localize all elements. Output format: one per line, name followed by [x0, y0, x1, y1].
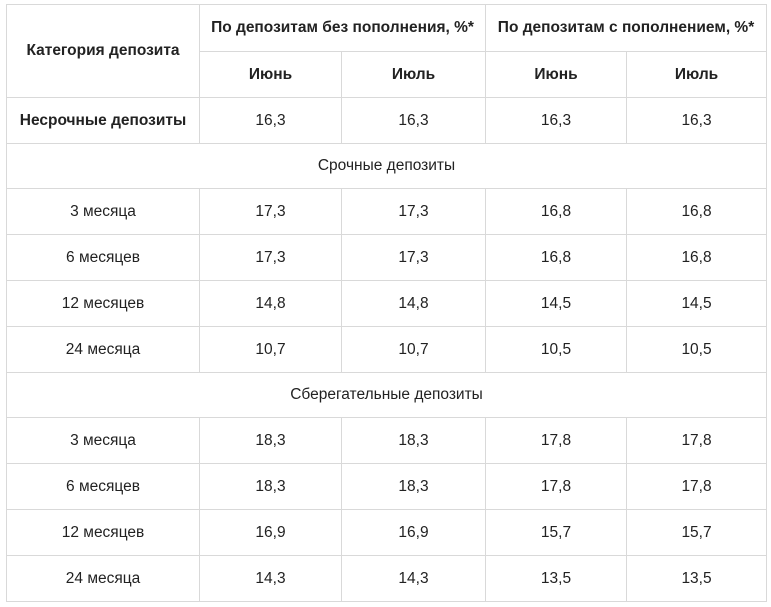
rate-cell: 16,8: [626, 234, 768, 281]
header-row-groups: Категория депозита По депозитам без попо…: [6, 4, 768, 98]
rate-cell: 16,3: [340, 97, 487, 144]
rate-cell: 14,5: [485, 280, 628, 327]
rate-cell: 15,7: [626, 509, 768, 556]
rate-cell: 16,8: [485, 188, 628, 235]
row-label: 24 месяца: [6, 555, 200, 602]
section-row-term: Срочные депозиты: [5, 143, 768, 189]
rate-cell: 18,3: [340, 463, 487, 510]
rate-cell: 16,9: [340, 509, 487, 556]
row-label: 12 месяцев: [6, 280, 200, 327]
rate-cell: 16,3: [199, 97, 342, 144]
rate-cell: 15,7: [485, 509, 628, 556]
row-label: 3 месяца: [6, 188, 200, 235]
row-label: 6 месяцев: [6, 234, 200, 281]
row-label: Несрочные депозиты: [6, 97, 200, 144]
rate-cell: 18,3: [199, 417, 342, 464]
table-row: 12 месяцев 16,9 16,9 15,7 15,7: [6, 509, 768, 556]
rate-cell: 17,8: [485, 463, 628, 510]
row-label: 6 месяцев: [6, 463, 200, 510]
rate-cell: 17,3: [199, 234, 342, 281]
table-row: 24 месяца 14,3 14,3 13,5 13,5: [6, 555, 768, 602]
rate-cell: 17,8: [626, 417, 768, 464]
rate-cell: 14,8: [199, 280, 342, 327]
row-label: 24 месяца: [6, 326, 200, 373]
table-row: 12 месяцев 14,8 14,8 14,5 14,5: [6, 280, 768, 327]
rate-cell: 18,3: [340, 417, 487, 464]
header-row-months: Июнь Июль Июнь Июль: [7, 51, 768, 98]
rate-cell: 16,8: [485, 234, 628, 281]
deposit-rates-table: Категория депозита По депозитам без попо…: [5, 4, 768, 602]
header-group-topup: По депозитам с пополнением, %*: [485, 4, 768, 52]
rate-cell: 13,5: [485, 555, 628, 602]
row-label: 12 месяцев: [6, 509, 200, 556]
header-group-no-topup: По депозитам без пополнения, %*: [198, 4, 487, 52]
rate-cell: 16,3: [485, 97, 628, 144]
section-title: Срочные депозиты: [5, 143, 768, 189]
rate-cell: 14,5: [626, 280, 768, 327]
header-category: Категория депозита: [6, 4, 200, 98]
rate-cell: 10,7: [199, 326, 342, 373]
header-month: Июль: [626, 51, 768, 98]
section-title: Сберегательные депозиты: [5, 372, 768, 418]
rate-cell: 10,7: [340, 326, 487, 373]
header-month: Июнь: [199, 51, 342, 98]
rate-cell: 13,5: [626, 555, 768, 602]
table-row: 6 месяцев 18,3 18,3 17,8 17,8: [6, 463, 768, 510]
table-row-nonterm: Несрочные депозиты 16,3 16,3 16,3 16,3: [6, 97, 768, 144]
rate-cell: 16,3: [626, 97, 768, 144]
rate-cell: 17,3: [340, 234, 487, 281]
rate-cell: 17,8: [485, 417, 628, 464]
table-row: 24 месяца 10,7 10,7 10,5 10,5: [6, 326, 768, 373]
table-row: 3 месяца 17,3 17,3 16,8 16,8: [6, 188, 768, 235]
rate-cell: 14,3: [340, 555, 487, 602]
table-row: 3 месяца 18,3 18,3 17,8 17,8: [6, 417, 768, 464]
rate-cell: 16,9: [199, 509, 342, 556]
row-label: 3 месяца: [6, 417, 200, 464]
rate-cell: 18,3: [199, 463, 342, 510]
rate-cell: 10,5: [485, 326, 628, 373]
rate-cell: 17,3: [199, 188, 342, 235]
rate-cell: 17,3: [340, 188, 487, 235]
rate-cell: 17,8: [626, 463, 768, 510]
section-row-savings: Сберегательные депозиты: [5, 372, 768, 418]
rate-cell: 14,3: [199, 555, 342, 602]
header-month: Июнь: [485, 51, 628, 98]
rate-cell: 14,8: [340, 280, 487, 327]
table-row: 6 месяцев 17,3 17,3 16,8 16,8: [6, 234, 768, 281]
header-month: Июль: [340, 51, 487, 98]
rate-cell: 10,5: [626, 326, 768, 373]
rate-cell: 16,8: [626, 188, 768, 235]
